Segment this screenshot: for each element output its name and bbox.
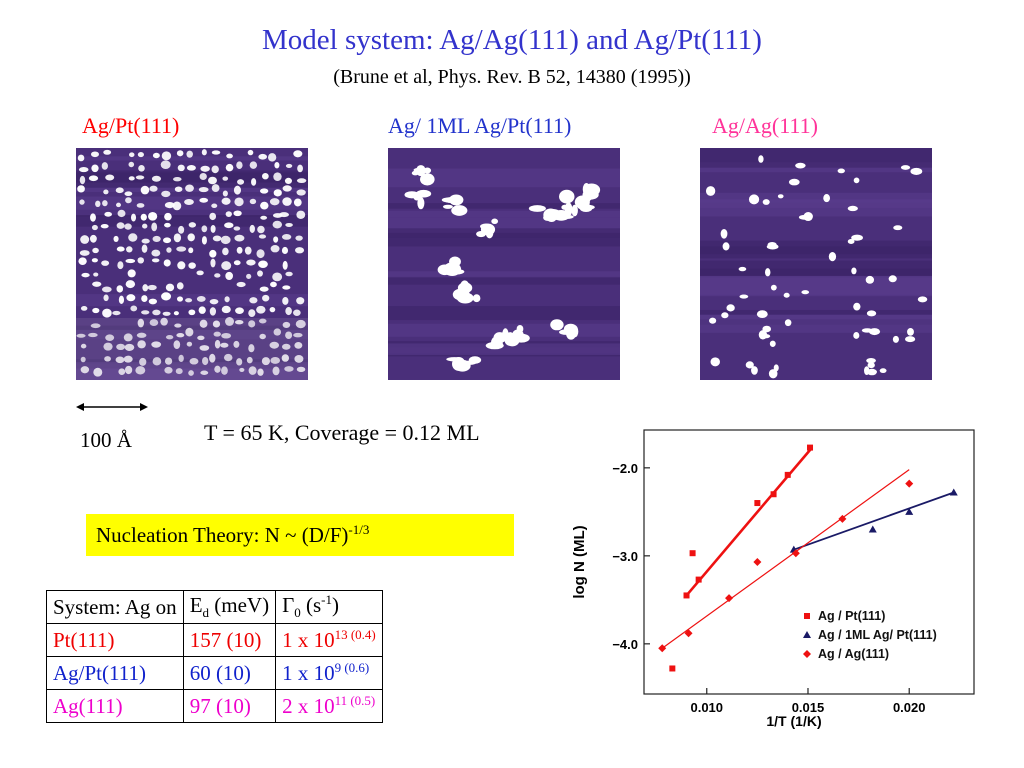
data-point (807, 444, 814, 451)
legend-label: Ag / Ag(111) (818, 647, 889, 661)
data-point (689, 550, 696, 557)
scale-unit: Å (116, 428, 132, 452)
data-point (754, 500, 761, 507)
x-tick-label: 0.010 (690, 700, 723, 715)
stm-image-ag-ag (700, 148, 932, 380)
y-tick-label: −3.0 (612, 549, 638, 564)
fit-line (661, 469, 910, 649)
header-ed: Ed (meV) (182, 590, 277, 624)
data-point (753, 558, 762, 566)
data-point (905, 479, 914, 488)
x-axis-label: 1/T (1/K) (766, 713, 821, 729)
legend-marker (804, 613, 810, 619)
image-label-ag-pt: Ag/Pt(111) (82, 113, 180, 138)
data-point (791, 549, 800, 558)
cell-ed: 157 (10) (182, 623, 277, 657)
data-point (684, 629, 693, 638)
cell-system: Ag(111) (46, 689, 184, 723)
legend-marker (803, 650, 811, 658)
parameter-table: System: Ag on Ed (meV) Γ0 (s-1) Pt(111) … (46, 590, 383, 723)
cell-system: Pt(111) (46, 623, 184, 657)
data-point (905, 507, 914, 515)
scale-label: 100 Å (80, 428, 132, 452)
header-system: System: Ag on (46, 590, 184, 624)
data-point (683, 592, 690, 599)
data-point (770, 491, 777, 498)
plot-frame (643, 429, 975, 695)
stm-image-ag-1ml-ag-pt (388, 148, 620, 380)
data-point (868, 525, 877, 533)
legend-marker (803, 631, 811, 638)
cell-system: Ag/Pt(111) (46, 656, 184, 690)
legend-label: Ag / Pt(111) (818, 609, 885, 623)
legend-label: Ag / 1ML Ag/ Pt(111) (818, 628, 937, 642)
table-row: Ag(111) 97 (10) 2 x 1011 (0.5) (46, 689, 383, 723)
image-label-ag-ag: Ag/Ag(111) (712, 113, 818, 138)
fit-line (685, 446, 814, 597)
table-header-row: System: Ag on Ed (meV) Γ0 (s-1) (46, 590, 383, 624)
theory-highlight-box (86, 514, 514, 556)
table-row: Ag/Pt(111) 60 (10) 1 x 109 (0.6) (46, 656, 383, 690)
y-tick-label: −4.0 (612, 637, 638, 652)
stm-image-ag-pt (76, 148, 308, 380)
image-label-ag-1ml: Ag/ 1ML Ag/Pt(111) (388, 113, 572, 138)
cell-ed: 97 (10) (182, 689, 277, 723)
header-gamma: Γ0 (s-1) (275, 590, 383, 624)
data-point (669, 665, 676, 672)
y-axis-label: log N (ML) (571, 525, 588, 598)
y-tick-label: −2.0 (612, 461, 638, 476)
cell-ed: 60 (10) (182, 656, 277, 690)
x-tick-label: 0.015 (792, 700, 825, 715)
data-point (838, 514, 847, 523)
fit-line (793, 491, 955, 551)
experiment-conditions: T = 65 K, Coverage = 0.12 ML (204, 420, 480, 445)
data-point (949, 488, 958, 496)
cell-gamma: 2 x 1011 (0.5) (275, 689, 383, 723)
page-title: Model system: Ag/Ag(111) and Ag/Pt(111) (262, 24, 762, 56)
table-row: Pt(111) 157 (10) 1 x 1013 (0.4) (46, 623, 383, 657)
data-point (784, 471, 791, 478)
nucleation-theory: Nucleation Theory: N ~ (D/F)-1/3 (96, 522, 370, 547)
x-tick-label: 0.020 (893, 700, 926, 715)
reference-citation: (Brune et al, Phys. Rev. B 52, 14380 (19… (333, 66, 691, 88)
cell-gamma: 1 x 1013 (0.4) (275, 623, 383, 657)
data-point (695, 576, 702, 583)
data-point (725, 594, 734, 603)
scale-bar (76, 403, 148, 411)
data-point (658, 644, 667, 653)
cell-gamma: 1 x 109 (0.6) (275, 656, 383, 690)
arrhenius-plot: 0.010 0.015 0.020 −2.0 −3.0 −4.0 Ag / Pt(111) A… (571, 429, 975, 729)
